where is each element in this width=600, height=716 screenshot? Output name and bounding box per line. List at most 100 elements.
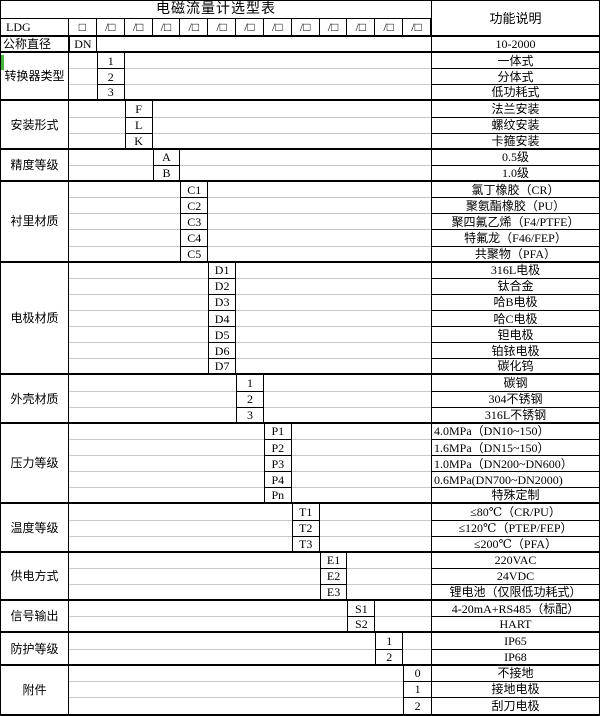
option-desc-cell: 刮刀电极 (430, 697, 599, 714)
filler-cell (236, 279, 431, 295)
filler-cell (69, 375, 237, 392)
filler-cell (347, 553, 431, 569)
filler-cell (69, 263, 209, 279)
option-desc-cell: ≤80℃（CR/PU） (430, 504, 599, 521)
option-desc-cell: 316L不锈钢 (430, 407, 599, 424)
option-code-cell: 3 (96, 85, 125, 102)
filler-cell (69, 69, 97, 86)
model-slot-cell: /□ (291, 19, 320, 37)
filler-cell (69, 150, 153, 166)
filler-cell (69, 650, 376, 666)
option-code-cell: T1 (291, 504, 320, 521)
filler-cell (69, 682, 404, 698)
option-code-cell: 0 (403, 665, 431, 682)
option-desc-cell: 分体式 (430, 69, 599, 86)
filler-cell (291, 440, 431, 457)
option-desc-cell: 24VDC (430, 568, 599, 586)
model-slot-cell: /□ (180, 19, 209, 37)
option-code-cell: E2 (319, 568, 348, 586)
filler-cell (291, 456, 431, 473)
option-desc-cell: 哈B电极 (430, 294, 599, 312)
group-label-1: 公称直径 (1, 37, 69, 54)
filler-cell (69, 633, 376, 650)
model-slot-cell: /□ (124, 19, 153, 37)
option-desc-cell: 0.5级 (430, 149, 599, 166)
model-slot-cell: /□ (236, 19, 264, 37)
filler-cell (69, 537, 292, 553)
model-slot-cell: /□ (96, 19, 125, 37)
model-slot-cell: /□ (375, 19, 404, 37)
option-code-cell: P2 (263, 439, 292, 457)
option-code-cell: D7 (208, 359, 237, 376)
filler-cell (69, 392, 237, 408)
filler-cell (69, 53, 97, 70)
option-code-cell: 2 (96, 69, 125, 86)
filler-cell (69, 585, 320, 602)
option-desc-cell: 钛合金 (430, 278, 599, 295)
filler-cell (69, 472, 264, 489)
option-code-cell: D2 (208, 278, 237, 295)
filler-cell (291, 424, 431, 440)
option-desc-cell: 4.0MPa（DN10~150） (430, 423, 599, 440)
filler-cell (375, 617, 431, 634)
option-code-cell: C5 (180, 246, 209, 263)
model-slot-cell: /□ (263, 19, 292, 37)
filler-cell (236, 263, 431, 279)
option-code-cell: S2 (347, 617, 376, 634)
filler-cell (69, 504, 292, 521)
filler-cell (69, 521, 292, 537)
option-desc-cell: 氯丁橡胶（CR） (430, 182, 599, 199)
filler-cell (69, 247, 181, 263)
group-label-4: 精度等级 (1, 149, 69, 183)
option-code-cell: T2 (291, 520, 320, 537)
filler-cell (208, 247, 431, 263)
filler-cell (69, 182, 181, 199)
option-desc-cell: 法兰安装 (430, 101, 599, 118)
filler-cell (69, 601, 348, 618)
filler-cell (69, 118, 125, 134)
model-slot-cell: /□ (347, 19, 376, 37)
option-desc-cell: 4-20mA+RS485（标配） (430, 601, 599, 618)
option-code-cell: F (124, 101, 153, 118)
table-title: 电磁流量计选型表 (1, 1, 431, 19)
filler-cell (208, 182, 431, 199)
model-prefix-cell: LDG (1, 19, 69, 37)
filler-cell (69, 488, 264, 505)
option-desc-cell: 哈C电极 (430, 311, 599, 328)
filler-cell (96, 37, 431, 54)
option-desc-cell: HART (430, 617, 599, 634)
option-desc-cell: 螺纹安装 (430, 117, 599, 134)
option-code-cell: P1 (263, 423, 292, 440)
filler-cell (69, 327, 209, 344)
filler-cell (263, 375, 431, 392)
option-code-cell: C2 (180, 198, 209, 215)
option-code-cell: E1 (319, 552, 348, 569)
filler-cell (180, 150, 431, 166)
option-desc-cell: 锂电池（仅限低功耗式） (430, 585, 599, 602)
filler-cell (291, 488, 431, 505)
filler-cell (319, 504, 431, 521)
group-label-10: 供电方式 (1, 552, 69, 602)
filler-cell (236, 295, 431, 312)
option-code-cell: S1 (347, 601, 376, 618)
filler-cell (69, 279, 209, 295)
filler-cell (403, 650, 431, 666)
filler-cell (69, 424, 264, 440)
group-label-12: 防护等级 (1, 633, 69, 666)
option-code-cell: E3 (319, 585, 348, 602)
filler-cell (124, 85, 431, 102)
option-desc-cell: 低功耗式 (430, 85, 599, 102)
filler-cell (69, 440, 264, 457)
filler-cell (69, 101, 125, 118)
option-desc-cell: 钽电极 (430, 327, 599, 344)
option-desc-cell: 1.0MPa（DN200~DN600） (430, 456, 599, 473)
option-code-cell: T3 (291, 536, 320, 553)
filler-cell (69, 295, 209, 312)
option-desc-cell: 1.6MPa（DN15~150） (430, 439, 599, 457)
option-desc-cell: IP65 (430, 633, 599, 650)
option-desc-cell: ≤200℃（PFA） (430, 536, 599, 553)
option-desc-cell: 一体式 (430, 53, 599, 70)
filler-cell (69, 311, 209, 328)
option-desc-cell: 接地电极 (430, 681, 599, 698)
